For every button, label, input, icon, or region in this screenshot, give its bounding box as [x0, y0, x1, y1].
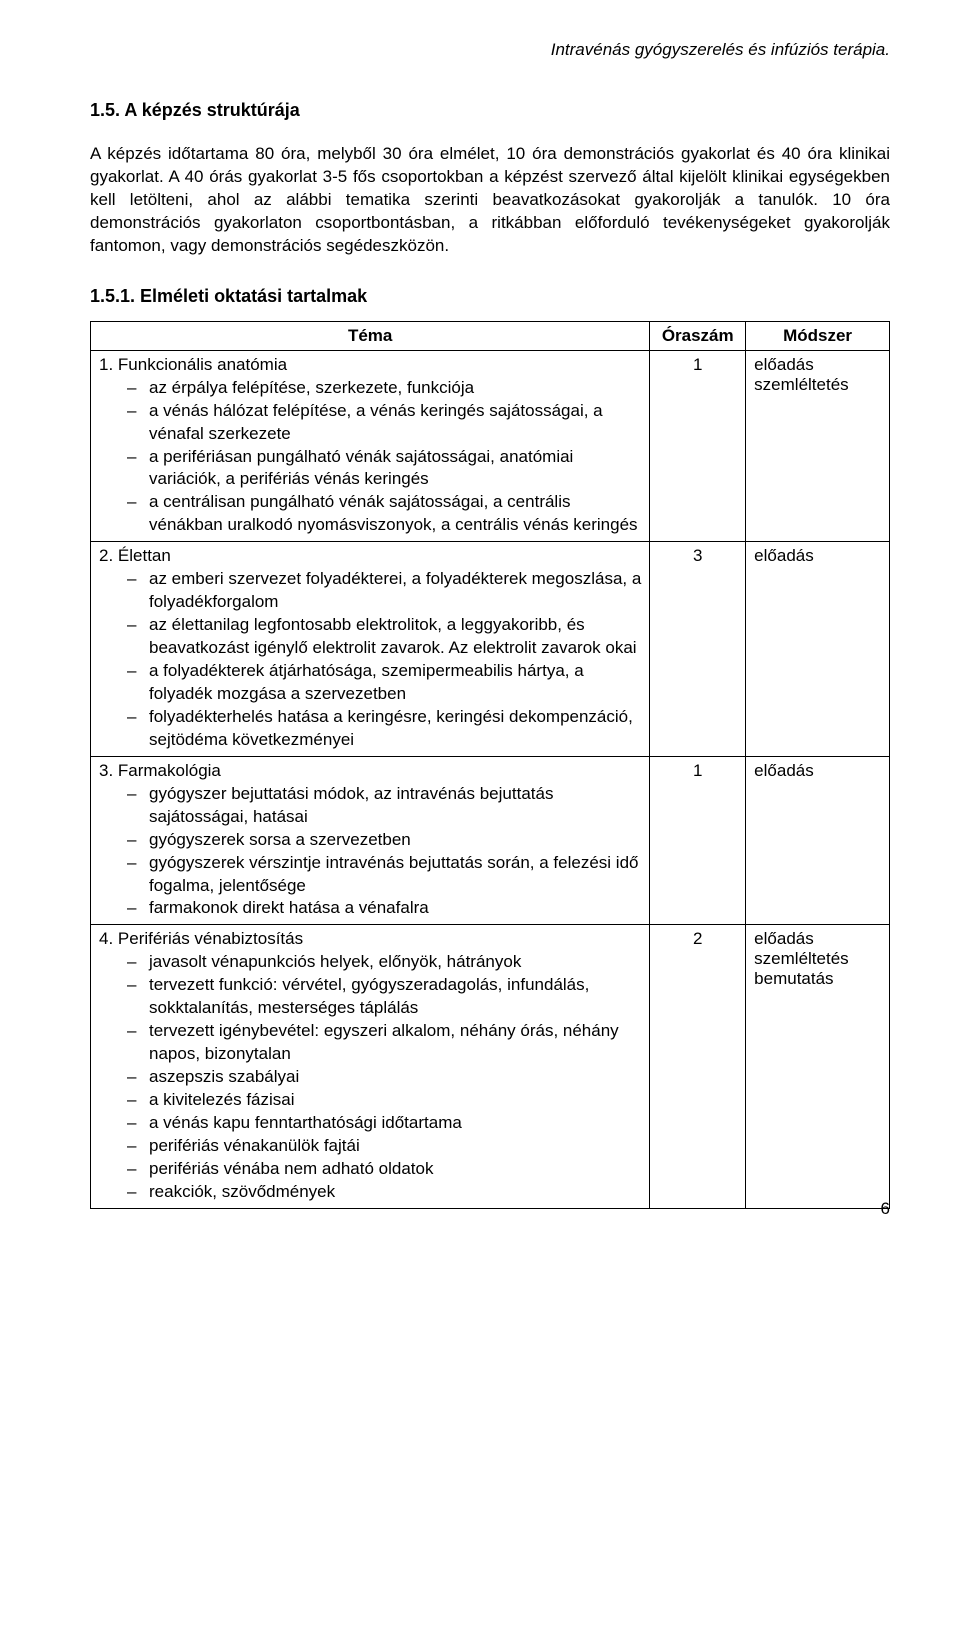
header-title: Intravénás gyógyszerelés és infúziós ter…: [90, 40, 890, 60]
list-item: az emberi szervezet folyadékterei, a fol…: [127, 568, 641, 614]
table-body: 1. Funkcionális anatómiaaz érpálya felép…: [91, 350, 890, 1208]
list-item: reakciók, szövődmények: [127, 1181, 641, 1204]
row-item-list: az érpálya felépítése, szerkezete, funkc…: [99, 377, 641, 538]
list-item: a folyadékterek átjárhatósága, szemiperm…: [127, 660, 641, 706]
list-item: perifériás vénába nem adható oldatok: [127, 1158, 641, 1181]
row-title: 2. Élettan: [99, 546, 641, 566]
col-header-method: Módszer: [746, 321, 890, 350]
row-item-list: javasolt vénapunkciós helyek, előnyök, h…: [99, 951, 641, 1203]
cell-theme: 2. Élettanaz emberi szervezet folyadékte…: [91, 542, 650, 757]
list-item: folyadékterhelés hatása a keringésre, ke…: [127, 706, 641, 752]
content-table: Téma Óraszám Módszer 1. Funkcionális ana…: [90, 321, 890, 1209]
section-heading: 1.5. A képzés struktúrája: [90, 100, 890, 121]
table-row: 3. Farmakológiagyógyszer bejuttatási mód…: [91, 756, 890, 925]
cell-theme: 1. Funkcionális anatómiaaz érpálya felép…: [91, 350, 650, 542]
cell-method: előadás: [746, 542, 890, 757]
row-title: 4. Perifériás vénabiztosítás: [99, 929, 641, 949]
list-item: tervezett igénybevétel: egyszeri alkalom…: [127, 1020, 641, 1066]
list-item: javasolt vénapunkciós helyek, előnyök, h…: [127, 951, 641, 974]
cell-theme: 4. Perifériás vénabiztosításjavasolt vén…: [91, 925, 650, 1208]
list-item: a vénás kapu fenntarthatósági időtartama: [127, 1112, 641, 1135]
list-item: gyógyszer bejuttatási módok, az intravén…: [127, 783, 641, 829]
list-item: farmakonok direkt hatása a vénafalra: [127, 897, 641, 920]
cell-hours: 1: [650, 756, 746, 925]
row-title: 1. Funkcionális anatómia: [99, 355, 641, 375]
list-item: a perifériásan pungálható vénák sajátoss…: [127, 446, 641, 492]
col-header-hours: Óraszám: [650, 321, 746, 350]
cell-hours: 1: [650, 350, 746, 542]
page: Intravénás gyógyszerelés és infúziós ter…: [0, 0, 960, 1239]
list-item: a vénás hálózat felépítése, a vénás keri…: [127, 400, 641, 446]
col-header-theme: Téma: [91, 321, 650, 350]
list-item: gyógyszerek vérszintje intravénás bejutt…: [127, 852, 641, 898]
row-item-list: gyógyszer bejuttatási módok, az intravén…: [99, 783, 641, 921]
list-item: az élettanilag legfontosabb elektrolitok…: [127, 614, 641, 660]
list-item: tervezett funkció: vérvétel, gyógyszerad…: [127, 974, 641, 1020]
cell-method: előadás: [746, 756, 890, 925]
cell-method: előadás szemléltetés bemutatás: [746, 925, 890, 1208]
table-row: 1. Funkcionális anatómiaaz érpálya felép…: [91, 350, 890, 542]
subsection-heading: 1.5.1. Elméleti oktatási tartalmak: [90, 286, 890, 307]
cell-theme: 3. Farmakológiagyógyszer bejuttatási mód…: [91, 756, 650, 925]
cell-method: előadás szemléltetés: [746, 350, 890, 542]
row-item-list: az emberi szervezet folyadékterei, a fol…: [99, 568, 641, 752]
list-item: perifériás vénakanülök fajtái: [127, 1135, 641, 1158]
cell-hours: 2: [650, 925, 746, 1208]
list-item: a centrálisan pungálható vénák sajátossá…: [127, 491, 641, 537]
list-item: a kivitelezés fázisai: [127, 1089, 641, 1112]
list-item: gyógyszerek sorsa a szervezetben: [127, 829, 641, 852]
table-row: 4. Perifériás vénabiztosításjavasolt vén…: [91, 925, 890, 1208]
cell-hours: 3: [650, 542, 746, 757]
row-title: 3. Farmakológia: [99, 761, 641, 781]
list-item: aszepszis szabályai: [127, 1066, 641, 1089]
page-number: 6: [881, 1199, 890, 1219]
section-paragraph: A képzés időtartama 80 óra, melyből 30 ó…: [90, 143, 890, 258]
list-item: az érpálya felépítése, szerkezete, funkc…: [127, 377, 641, 400]
table-row: 2. Élettanaz emberi szervezet folyadékte…: [91, 542, 890, 757]
